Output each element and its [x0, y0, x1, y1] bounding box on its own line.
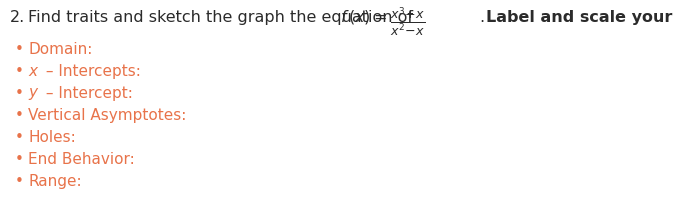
- Text: – Intercepts:: – Intercepts:: [41, 64, 141, 79]
- Text: •: •: [15, 130, 24, 145]
- Text: – Intercept:: – Intercept:: [41, 86, 133, 101]
- Text: $f\,(x) =$: $f\,(x) =$: [340, 8, 387, 26]
- Text: Vertical Asymptotes:: Vertical Asymptotes:: [28, 108, 187, 123]
- Text: •: •: [15, 42, 24, 57]
- Text: •: •: [15, 152, 24, 167]
- Text: $y$: $y$: [28, 86, 40, 102]
- Text: 2.: 2.: [10, 10, 25, 25]
- Text: Label and scale your axes.: Label and scale your axes.: [486, 10, 676, 25]
- Text: $\frac{x^3\!+\!x}{x^2\!-\!x}$: $\frac{x^3\!+\!x}{x^2\!-\!x}$: [390, 6, 425, 39]
- Text: Holes:: Holes:: [28, 130, 76, 145]
- Text: $x$: $x$: [28, 64, 40, 79]
- Text: •: •: [15, 64, 24, 79]
- Text: .: .: [480, 10, 490, 25]
- Text: •: •: [15, 108, 24, 123]
- Text: •: •: [15, 174, 24, 189]
- Text: End Behavior:: End Behavior:: [28, 152, 135, 167]
- Text: Find traits and sketch the graph the equation of: Find traits and sketch the graph the equ…: [28, 10, 413, 25]
- Text: Range:: Range:: [28, 174, 82, 189]
- Text: Domain:: Domain:: [28, 42, 93, 57]
- Text: •: •: [15, 86, 24, 101]
